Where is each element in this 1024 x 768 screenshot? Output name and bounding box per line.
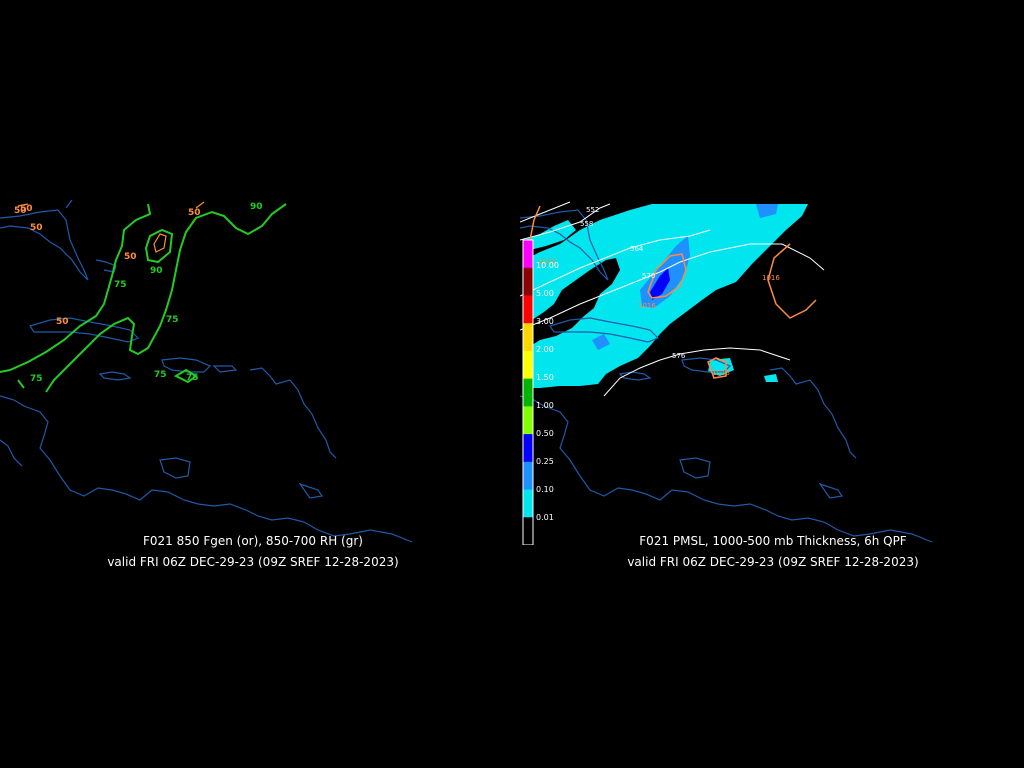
left-map-valid-time: valid FRI 06Z DEC-29-23 (09Z SREF 12-28-… — [107, 555, 399, 569]
fgen-label: 50 — [188, 208, 201, 218]
colorbar-label: 5.00 — [536, 289, 554, 298]
colorbar-swatch — [523, 323, 533, 352]
fgen-label: 50 — [124, 252, 137, 262]
thickness-label: 552 — [586, 206, 599, 214]
colorbar-label: 10.00 — [536, 261, 559, 270]
rh-label: 90 — [250, 202, 263, 212]
thickness-label: 564 — [630, 245, 644, 253]
rh-label: 75 — [154, 370, 167, 380]
left-fgen-contours — [17, 201, 205, 253]
colorbar-swatch — [523, 267, 533, 296]
right-map-svg: 552 558 564 570 576 1016 1016 1016 1016 … — [520, 201, 933, 545]
colorbar-swatch — [523, 240, 533, 269]
right-contour-labels: 552 558 564 570 576 1016 1016 1016 1016 — [538, 206, 780, 377]
fgen-label: 50 — [20, 204, 33, 214]
rh-label: 90 — [150, 266, 163, 276]
pmsl-label: 1016 — [712, 369, 730, 377]
colorbar-label: 1.00 — [536, 401, 554, 410]
thickness-contours — [520, 201, 825, 397]
colorbar-swatch — [523, 295, 533, 324]
colorbar-label: 0.25 — [536, 457, 554, 466]
pmsl-label: 1016 — [538, 258, 556, 266]
thickness-label: 576 — [672, 352, 686, 360]
rh-label: 75 — [114, 280, 127, 290]
fgen-label: 50 — [30, 223, 43, 233]
rh-label: 75 — [166, 315, 179, 325]
right-coastlines — [520, 209, 933, 543]
left-map-svg: 50 50 50 50 50 50 90 90 75 75 75 75 75 — [0, 200, 413, 543]
colorbar-label: 2.00 — [536, 345, 554, 354]
left-contour-labels: 50 50 50 50 50 50 90 90 75 75 75 75 75 — [14, 202, 263, 384]
colorbar-label: 0.01 — [536, 513, 554, 522]
colorbar-swatch — [523, 517, 533, 545]
left-map-panel: 50 50 50 50 50 50 90 90 75 75 75 75 75 — [0, 200, 420, 545]
colorbar-label: 1.50 — [536, 373, 554, 382]
pmsl-label: 1016 — [638, 302, 656, 310]
right-map-title: F021 PMSL, 1000-500 mb Thickness, 6h QPF — [639, 534, 907, 548]
rh-label: 75 — [186, 373, 199, 383]
qpf-colorbar: 10.00 5.00 3.00 2.00 1.50 1.00 0.50 0.25… — [522, 239, 559, 545]
colorbar-labels: 10.00 5.00 3.00 2.00 1.50 1.00 0.50 0.25… — [536, 261, 559, 522]
fgen-label: 50 — [56, 317, 69, 327]
colorbar-label: 0.10 — [536, 485, 554, 494]
left-coastlines — [0, 200, 413, 543]
thickness-label: 558 — [580, 220, 593, 228]
left-map-title: F021 850 Fgen (or), 850-700 RH (gr) — [143, 534, 363, 548]
rh-label: 75 — [30, 374, 43, 384]
colorbar-swatch — [523, 489, 533, 518]
fgen-label: 50 — [14, 206, 27, 216]
colorbar-label: 0.50 — [536, 429, 554, 438]
colorbar-swatch — [523, 434, 533, 463]
colorbar-label: 3.00 — [536, 317, 554, 326]
right-map-panel: 552 558 564 570 576 1016 1016 1016 1016 … — [520, 200, 940, 545]
colorbar-swatch — [523, 461, 533, 491]
pmsl-label: 1016 — [762, 274, 780, 282]
left-rh-contours — [0, 203, 287, 393]
colorbar-swatch — [523, 378, 533, 407]
right-map-valid-time: valid FRI 06Z DEC-29-23 (09Z SREF 12-28-… — [627, 555, 919, 569]
colorbar-swatch — [523, 350, 533, 380]
colorbar-swatch — [523, 406, 533, 435]
thickness-label: 570 — [642, 272, 655, 280]
